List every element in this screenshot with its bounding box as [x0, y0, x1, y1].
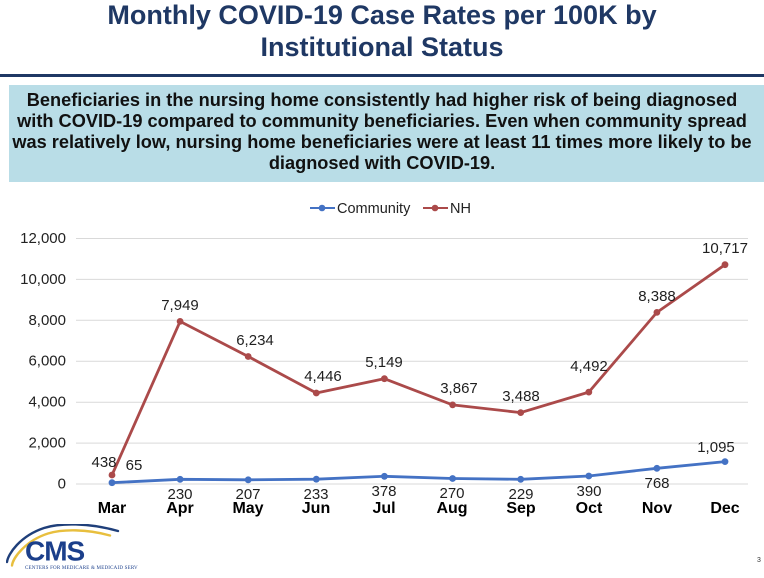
svg-text:Oct: Oct [576, 500, 603, 517]
svg-text:Dec: Dec [710, 500, 739, 517]
svg-text:CENTERS FOR MEDICARE & MEDICAI: CENTERS FOR MEDICARE & MEDICAID SERVICES [25, 566, 138, 571]
svg-text:Mar: Mar [98, 500, 126, 517]
svg-text:6,234: 6,234 [236, 332, 274, 349]
svg-text:Aug: Aug [436, 500, 467, 517]
svg-text:12,000: 12,000 [20, 230, 66, 247]
svg-text:May: May [232, 500, 263, 517]
svg-text:CMS: CMS [25, 536, 85, 567]
svg-text:10,717: 10,717 [702, 240, 748, 257]
svg-text:4,000: 4,000 [28, 394, 66, 411]
svg-text:NH: NH [450, 201, 471, 217]
svg-text:8,000: 8,000 [28, 312, 66, 329]
svg-text:390: 390 [576, 483, 601, 500]
svg-text:438: 438 [91, 454, 116, 471]
svg-text:65: 65 [126, 457, 143, 474]
svg-text:2,000: 2,000 [28, 435, 66, 452]
svg-text:3,488: 3,488 [502, 388, 540, 405]
svg-text:6,000: 6,000 [28, 353, 66, 370]
svg-text:Community: Community [337, 201, 411, 217]
svg-text:3,867: 3,867 [440, 380, 478, 397]
svg-text:0: 0 [58, 476, 66, 493]
svg-text:4,492: 4,492 [570, 358, 608, 375]
svg-text:7,949: 7,949 [161, 297, 199, 314]
svg-text:Jun: Jun [302, 500, 330, 517]
svg-text:4,446: 4,446 [304, 368, 342, 385]
svg-text:Sep: Sep [506, 500, 536, 517]
svg-text:Nov: Nov [642, 500, 672, 517]
svg-text:Jul: Jul [372, 500, 395, 517]
svg-text:1,095: 1,095 [697, 439, 735, 456]
svg-text:10,000: 10,000 [20, 271, 66, 288]
svg-text:5,149: 5,149 [365, 354, 403, 371]
svg-text:768: 768 [644, 475, 669, 492]
svg-text:378: 378 [371, 483, 396, 500]
svg-text:Apr: Apr [166, 500, 194, 517]
svg-text:8,388: 8,388 [638, 288, 676, 305]
